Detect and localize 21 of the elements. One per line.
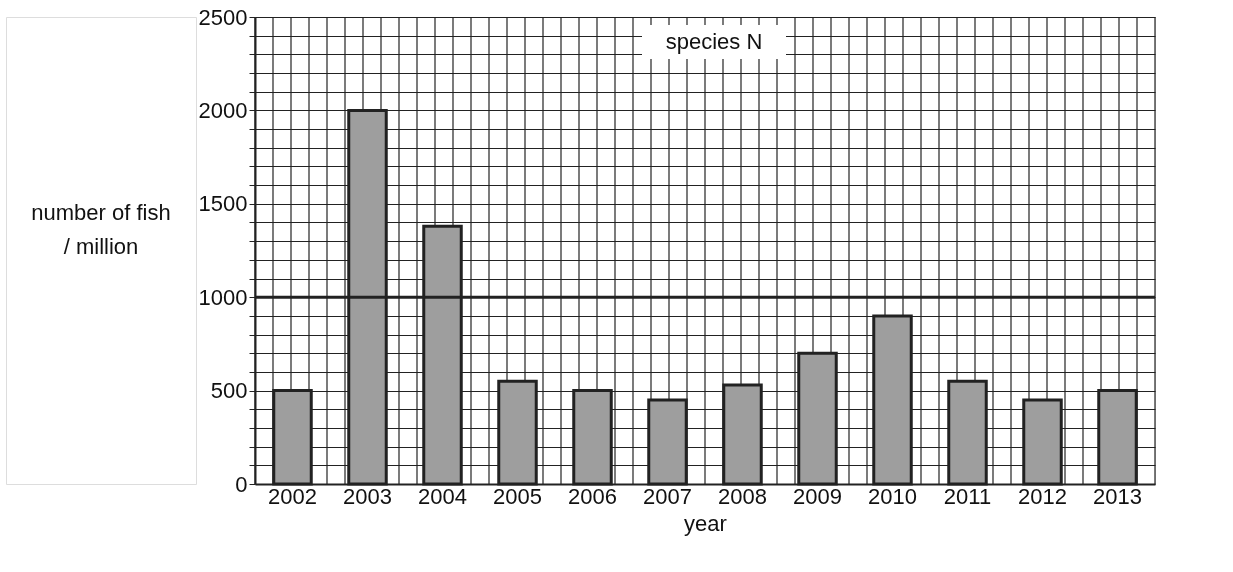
y-tick-label: 2500 xyxy=(198,4,248,30)
y-tick-label: 1500 xyxy=(198,191,248,217)
y-tick-label: 1000 xyxy=(198,284,248,310)
annotation: species N xyxy=(665,29,763,54)
y-tick-label: 0 xyxy=(235,471,248,497)
y-tick-label: 500 xyxy=(210,378,248,404)
y-axis-title: number of fish / million xyxy=(31,200,171,260)
x-axis-title: year xyxy=(684,510,727,536)
y-tick-label: 2000 xyxy=(198,97,248,123)
x-tick-label: 2011 xyxy=(943,483,992,509)
x-tick-label: 2002 xyxy=(268,483,317,509)
x-tick-label: 2009 xyxy=(793,483,842,509)
x-tick-label: 2004 xyxy=(418,483,467,509)
x-tick-label: 2013 xyxy=(1093,483,1142,509)
x-tick-label: 2007 xyxy=(643,483,692,509)
x-tick-label: 2005 xyxy=(493,483,542,509)
x-tick-label: 2012 xyxy=(1018,483,1067,509)
x-tick-label: 2008 xyxy=(718,483,767,509)
x-tick-label: 2010 xyxy=(868,483,917,509)
x-tick-label: 2006 xyxy=(568,483,617,509)
x-tick-label: 2003 xyxy=(343,483,392,509)
